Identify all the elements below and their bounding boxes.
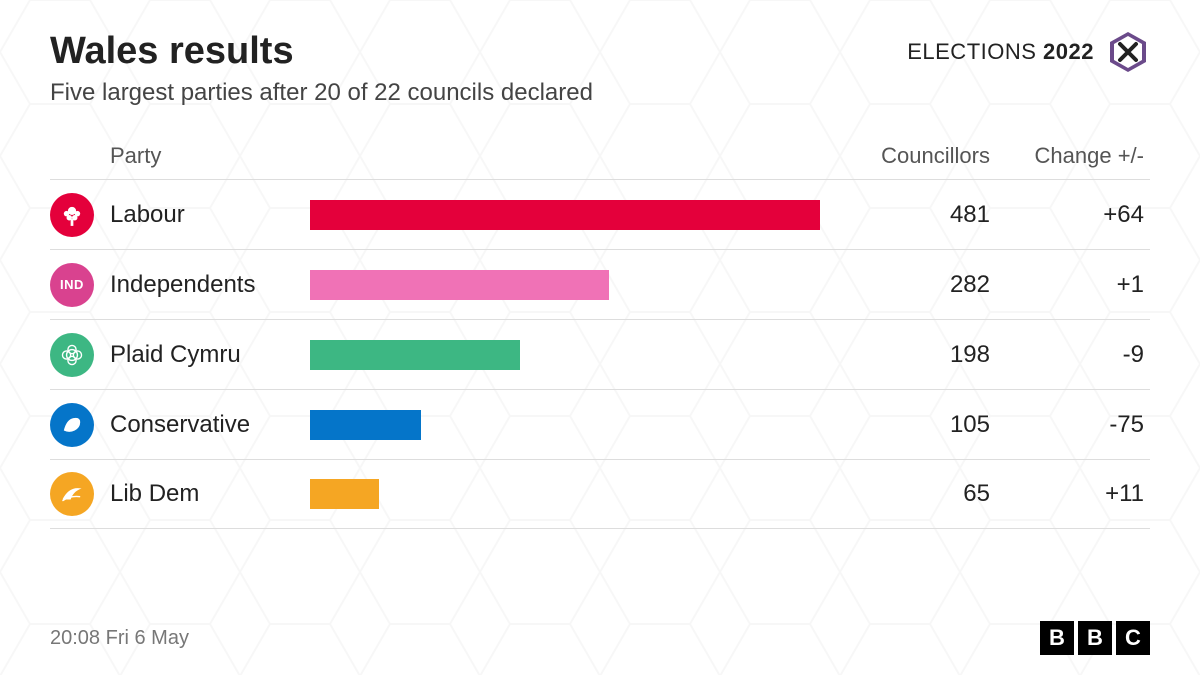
bar-cell [310,340,840,370]
results-rows: Labour 481+64 IND Independents 282+1 Plaid Cy… [50,179,1150,529]
bar-cell [310,200,840,230]
page-subtitle: Five largest parties after 20 of 22 coun… [50,79,593,107]
change-value: +11 [990,480,1150,508]
party-row: Labour 481+64 [50,179,1150,249]
col-change: Change +/- [990,143,1150,169]
elections-brand: ELECTIONS 2022 [907,30,1150,74]
col-party: Party [110,143,310,169]
timestamp: 20:08 Fri 6 May [50,627,189,650]
party-name: Independents [110,271,310,299]
col-councillors: Councillors [840,143,990,169]
bar [310,200,820,230]
bar [310,270,609,300]
party-row: Conservative 105-75 [50,389,1150,459]
bar-cell [310,270,840,300]
footer: 20:08 Fri 6 May BBC [50,601,1150,655]
bar-cell [310,410,840,440]
councillors-value: 105 [840,411,990,439]
party-name: Conservative [110,411,310,439]
ballot-x-icon [1106,30,1150,74]
change-value: +64 [990,201,1150,229]
brand-text: ELECTIONS 2022 [907,39,1094,65]
bar [310,340,520,370]
party-badge [50,403,94,447]
party-name: Plaid Cymru [110,341,310,369]
bar [310,479,379,509]
bar-cell [310,479,840,509]
councillors-value: 65 [840,480,990,508]
party-name: Labour [110,201,310,229]
party-name: Lib Dem [110,480,310,508]
bar [310,410,421,440]
header: Wales results Five largest parties after… [50,30,1150,135]
change-value: +1 [990,271,1150,299]
bbc-logo: BBC [1040,621,1150,655]
party-row: IND Independents 282+1 [50,249,1150,319]
page-title: Wales results [50,30,593,73]
councillors-value: 481 [840,201,990,229]
table-header: Party Councillors Change +/- [50,135,1150,179]
party-badge: IND [50,263,94,307]
party-row: Plaid Cymru 198-9 [50,319,1150,389]
councillors-value: 198 [840,341,990,369]
change-value: -75 [990,411,1150,439]
party-badge [50,333,94,377]
change-value: -9 [990,341,1150,369]
party-badge [50,193,94,237]
party-row: Lib Dem 65+11 [50,459,1150,529]
party-badge [50,472,94,516]
councillors-value: 282 [840,271,990,299]
